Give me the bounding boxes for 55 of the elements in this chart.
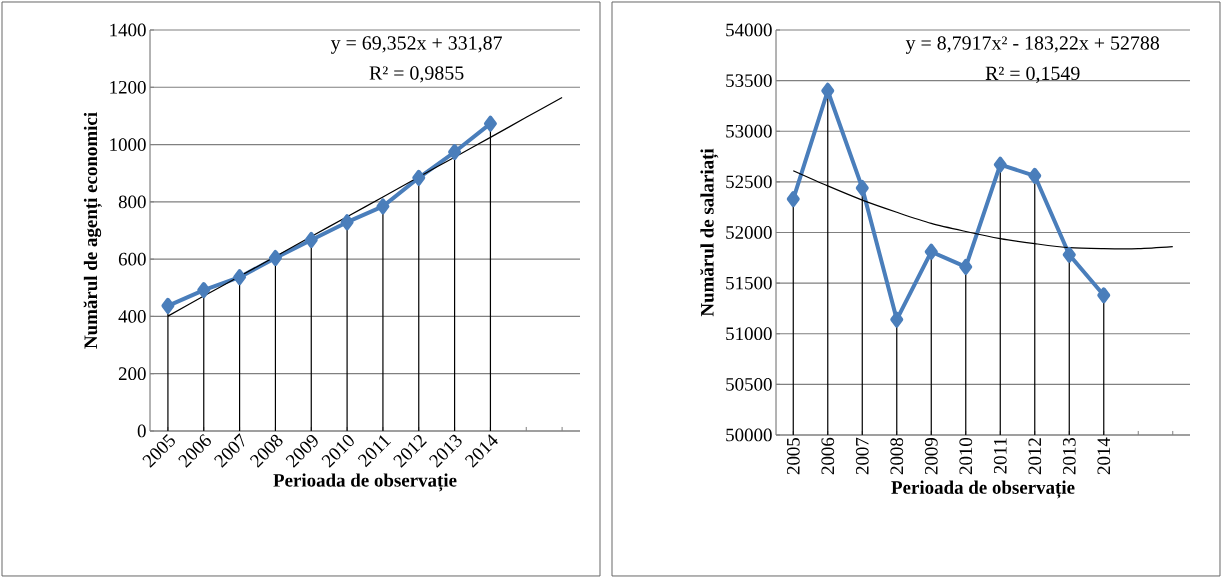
point [197,282,211,299]
annotation: R² = 0,1549 [985,66,1080,83]
y-tick-label: 50500 [726,377,772,391]
point [821,82,835,99]
y-tick-label: 400 [118,310,146,323]
annotation: y = 69,352x + 331,87 [330,36,502,54]
point [483,115,497,132]
point [268,249,282,266]
y-tick-label: 52500 [726,175,772,189]
y-tick-label: 1200 [110,80,146,94]
point [233,269,247,286]
point [376,198,390,215]
point [448,144,462,160]
point [890,311,904,328]
y-tick-label: 800 [118,195,146,209]
point [959,258,973,275]
x-tick-label: 2011 [993,438,1007,474]
x-tick-label: 2006 [821,437,835,475]
y-tick-label: 53000 [726,124,772,138]
annotation: R² = 0,9855 [369,66,464,83]
point [924,243,938,260]
point [1097,287,1111,304]
y-tick-label: 51500 [726,276,772,290]
point [412,169,426,186]
y-tick-label: 1000 [110,138,146,151]
y-tick-label: 54000 [726,23,772,37]
y-tick-label: 51000 [726,327,772,341]
x-axis-title: Perioada de observație [273,473,457,492]
y-tick-label: 600 [118,252,146,266]
point [304,231,318,248]
point [855,179,869,196]
point [993,156,1007,173]
x-tick-label: 2005 [786,437,800,475]
y-tick-label: 52000 [726,226,772,239]
x-tick-label: 2008 [890,437,904,475]
annotation: y = 8,7917x² - 183,22x + 52788 [905,36,1160,54]
y-axis-title: Numărul de agenți economici [83,112,102,349]
x-tick-label: 2010 [959,437,973,475]
y-tick-label: 200 [118,367,146,381]
point [340,214,354,231]
x-tick-label: 2013 [1062,437,1076,475]
x-tick-label: 2011 [357,435,392,468]
point [1028,167,1042,184]
y-tick-label: 50000 [726,428,772,442]
x-tick-label: 2014 [1097,437,1111,475]
y-tick-label: 53500 [726,74,772,87]
point [786,191,800,208]
point [1062,246,1076,263]
y-axis-title: Numărul de salariați [700,148,719,317]
x-tick-label: 2007 [855,437,869,475]
x-tick-label: 2012 [1028,438,1042,475]
point [161,297,175,314]
x-axis-title: Perioada de observație [891,480,1075,499]
y-tick-label: 1400 [110,23,146,37]
x-tick-label: 2009 [924,437,938,475]
